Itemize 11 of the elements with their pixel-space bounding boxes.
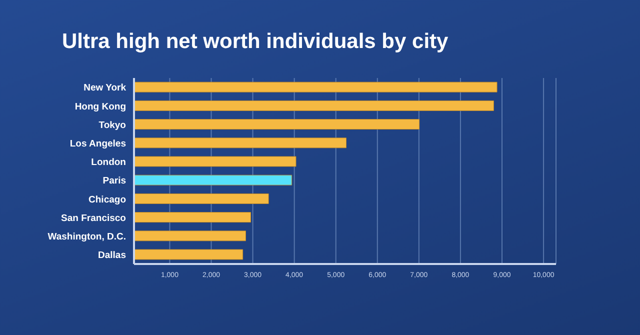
y-tick-label: New York — [84, 82, 127, 94]
y-tick-label: Hong Kong — [74, 101, 126, 112]
y-tick-label: Paris — [102, 176, 126, 187]
y-tick-label: Los Angeles — [70, 138, 126, 150]
y-tick-label: San Francisco — [61, 212, 126, 224]
y-tick-label: Dallas — [98, 250, 126, 262]
chart-title: Ultra high net worth individuals by city — [62, 30, 448, 54]
y-tick-label: Tokyo — [98, 120, 126, 131]
y-tick-label: Chicago — [88, 194, 126, 206]
y-tick-label: Washington, D.C. — [48, 231, 126, 242]
y-tick-label: London — [91, 157, 126, 168]
